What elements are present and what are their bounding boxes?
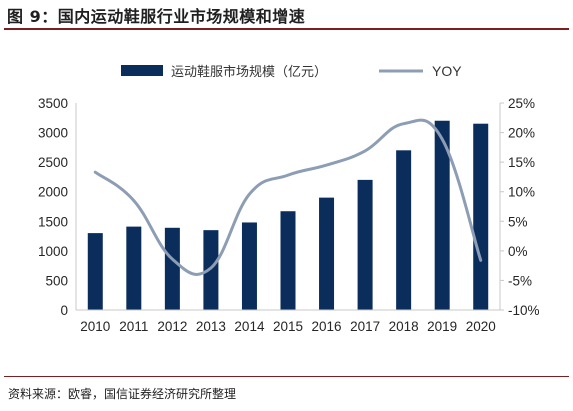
x-tick-label: 2019: [427, 319, 457, 334]
x-tick-label: 2020: [466, 319, 496, 334]
x-tick-label: 2016: [312, 319, 342, 334]
left-tick-label: 0: [60, 303, 68, 318]
line-series: [93, 118, 483, 276]
bar-2015: [280, 211, 296, 310]
title-rule: [4, 28, 569, 30]
figure-title: 图 9：国内运动鞋服行业市场规模和增速: [7, 7, 306, 26]
legend-line-label: YOY: [432, 63, 462, 79]
right-tick-label: 10%: [508, 185, 535, 200]
left-tick-label: 3000: [38, 126, 68, 141]
left-tick-label: 3500: [38, 96, 68, 111]
bar-2016: [319, 197, 335, 310]
x-tick-label: 2010: [80, 319, 110, 334]
legend: 运动鞋服市场规模（亿元） YOY: [121, 63, 462, 80]
right-tick-label: -5%: [508, 273, 532, 288]
source-rule: [4, 376, 569, 377]
legend-bar-label: 运动鞋服市场规模（亿元）: [171, 64, 327, 80]
legend-bar-swatch: [121, 65, 163, 76]
bar-2019: [434, 120, 450, 310]
right-tick-label: -10%: [508, 303, 540, 318]
left-tick-label: 2000: [38, 185, 68, 200]
left-tick-label: 1500: [38, 214, 68, 229]
x-tick-label: 2014: [234, 319, 265, 334]
right-tick-label: 20%: [508, 126, 535, 141]
x-tick-label: 2015: [273, 319, 303, 334]
bar-2012: [164, 227, 180, 310]
left-tick-label: 1000: [38, 244, 68, 259]
bar-2010: [87, 233, 103, 310]
right-tick-label: 25%: [508, 96, 535, 111]
left-tick-label: 2500: [38, 155, 68, 170]
bar-2018: [396, 150, 412, 310]
x-tick-label: 2012: [157, 319, 187, 334]
right-tick-label: 0%: [508, 244, 528, 259]
right-tick-label: 5%: [508, 214, 528, 229]
bar-2020: [473, 123, 489, 310]
x-tick-label: 2011: [119, 319, 148, 334]
bar-series: [87, 120, 489, 310]
right-tick-label: 15%: [508, 155, 535, 170]
x-tick-label: 2013: [196, 319, 226, 334]
bar-2011: [126, 226, 142, 310]
left-tick-label: 500: [45, 273, 68, 288]
axes: 0 500 1000 1500 2000 2500 3000 3500 -10% -5% 0% 5% 1…: [38, 96, 540, 334]
bar-2013: [203, 230, 219, 310]
bar-2014: [241, 222, 257, 310]
x-tick-label: 2018: [389, 319, 419, 334]
source-note: 资料来源：欧睿，国信证券经济研究所整理: [8, 387, 237, 401]
bar-2017: [357, 179, 373, 310]
x-tick-label: 2017: [350, 319, 380, 334]
